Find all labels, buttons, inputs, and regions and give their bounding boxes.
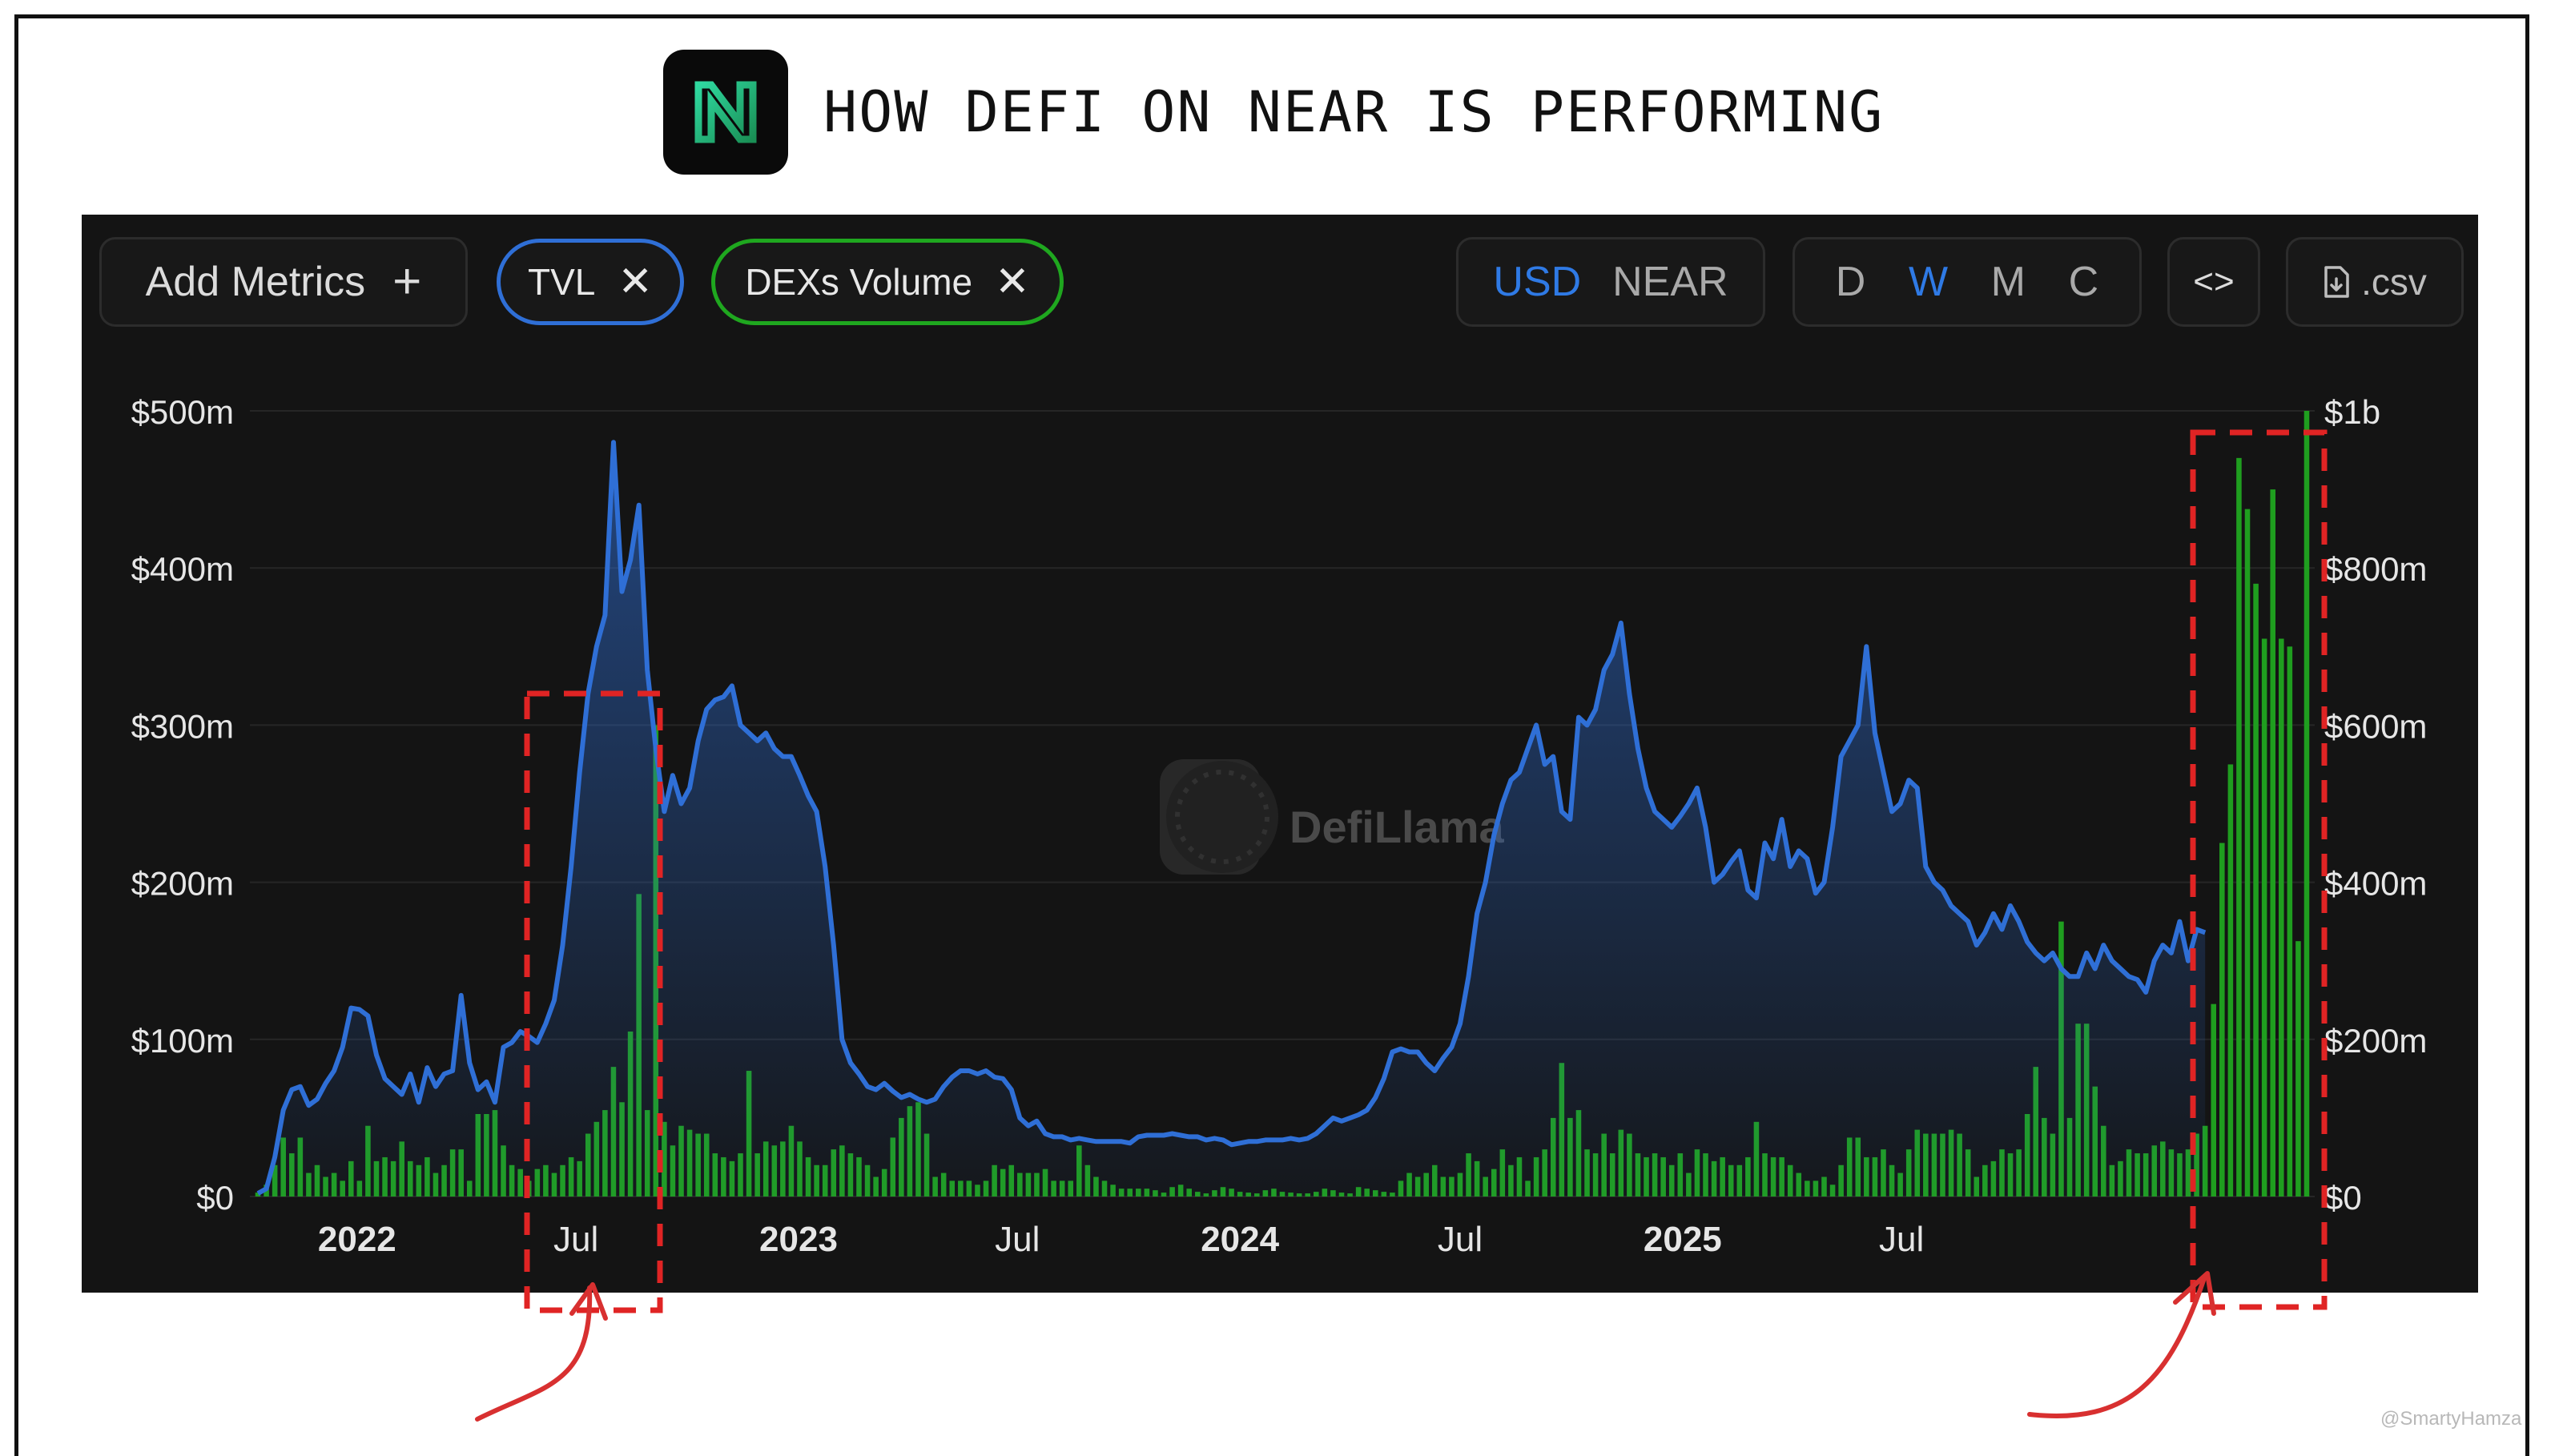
volume-bar xyxy=(2295,941,2301,1197)
arrow-2022 xyxy=(475,1285,593,1422)
y-right-tick-label: $0 xyxy=(2324,1179,2362,1217)
y-right-tick-label: $1b xyxy=(2324,393,2380,431)
volume-bar xyxy=(2279,638,2284,1197)
page-title: HOW DEFI ON NEAR IS PERFORMING xyxy=(823,79,1885,145)
y-left-tick-label: $500m xyxy=(131,393,234,431)
x-tick-label: Jul xyxy=(1438,1220,1483,1259)
metric-chip-dexs-volume[interactable]: DEXs Volume ✕ xyxy=(711,239,1064,325)
x-tick-label: Jul xyxy=(553,1220,598,1259)
x-tick-label: 2023 xyxy=(759,1220,838,1259)
highlight-box-2022 xyxy=(524,690,663,1313)
tvl-volume-chart: DefiLlama $0 $100m $200m $300m $400m $500m $0… xyxy=(131,393,2428,1259)
near-logo-icon xyxy=(694,81,757,143)
y-left-tick-label: $200m xyxy=(131,865,234,903)
volume-bar xyxy=(2211,1004,2217,1197)
y-left-tick-label: $300m xyxy=(131,707,234,745)
near-logo xyxy=(663,50,788,175)
credit-text: @SmartyHamza xyxy=(2380,1408,2522,1430)
metric-chip-tvl[interactable]: TVL ✕ xyxy=(497,239,684,325)
volume-bar xyxy=(2303,411,2310,1197)
close-icon[interactable]: ✕ xyxy=(618,259,653,305)
csv-label: .csv xyxy=(2361,261,2427,303)
volume-bar xyxy=(2227,764,2234,1197)
page-frame xyxy=(14,14,2529,1456)
x-tick-label: 2022 xyxy=(318,1220,396,1259)
y-right-tick-label: $600m xyxy=(2324,707,2427,745)
volume-bar xyxy=(2236,457,2242,1197)
currency-toggle: USD NEAR xyxy=(1456,237,1765,327)
y-right-tick-label: $800m xyxy=(2324,550,2427,588)
csv-download-button[interactable]: .csv xyxy=(2286,237,2464,327)
x-tick-label: Jul xyxy=(995,1220,1040,1259)
volume-bar xyxy=(2270,489,2275,1197)
arrow-head-2022 xyxy=(569,1282,608,1321)
volume-bar xyxy=(2244,509,2251,1197)
granularity-option-m[interactable]: M xyxy=(1990,259,2026,305)
add-metrics-button[interactable]: Add Metrics + xyxy=(99,237,468,327)
chip-label: TVL xyxy=(528,261,596,303)
tvl-line xyxy=(256,440,2207,1196)
currency-option-near[interactable]: NEAR xyxy=(1612,259,1728,305)
granularity-option-d[interactable]: D xyxy=(1835,259,1866,305)
tvl-area xyxy=(258,442,2206,1197)
granularity-option-w[interactable]: W xyxy=(1908,259,1949,305)
x-tick-label: 2024 xyxy=(1201,1220,1279,1259)
embed-button[interactable]: <> xyxy=(2167,237,2260,327)
y-left-tick-label: $0 xyxy=(196,1179,234,1217)
x-tick-label: 2025 xyxy=(1644,1220,1722,1259)
x-tick-label: Jul xyxy=(1879,1220,1924,1259)
x-axis-ticks: 2022 Jul 2023 Jul 2024 Jul 2025 Jul xyxy=(318,1220,1924,1259)
file-download-icon xyxy=(2324,266,2349,298)
volume-bar xyxy=(2287,646,2293,1197)
volume-bar xyxy=(2253,583,2259,1197)
plus-icon: + xyxy=(392,254,422,309)
left-axis-ticks: $0 $100m $200m $300m $400m $500m xyxy=(131,393,234,1217)
embed-code-icon: <> xyxy=(2193,262,2235,301)
defillama-chart-panel: Add Metrics + TVL ✕ DEXs Volume ✕ USD NE… xyxy=(82,215,2478,1293)
y-right-tick-label: $200m xyxy=(2324,1022,2427,1060)
currency-option-usd[interactable]: USD xyxy=(1493,259,1582,305)
close-icon[interactable]: ✕ xyxy=(995,259,1030,305)
add-metrics-label: Add Metrics xyxy=(145,259,366,305)
highlight-box-2025 xyxy=(2190,429,2328,1310)
y-left-tick-label: $400m xyxy=(131,550,234,588)
granularity-toggle: D W M C xyxy=(1792,237,2142,327)
arrow-2025 xyxy=(2027,1276,2207,1418)
page-header: HOW DEFI ON NEAR IS PERFORMING xyxy=(663,50,1884,175)
y-left-tick-label: $100m xyxy=(131,1022,234,1060)
right-axis-ticks: $0 $200m $400m $600m $800m $1b xyxy=(2324,393,2427,1217)
y-right-tick-label: $400m xyxy=(2324,865,2427,903)
arrow-head-2025 xyxy=(2173,1271,2216,1316)
volume-bar xyxy=(2261,638,2267,1197)
watermark-text: DefiLlama xyxy=(1290,802,1504,852)
defillama-watermark: DefiLlama xyxy=(1160,759,1504,875)
volume-bar xyxy=(2219,843,2225,1197)
chip-label: DEXs Volume xyxy=(745,261,973,303)
granularity-option-c[interactable]: C xyxy=(2068,259,2099,305)
